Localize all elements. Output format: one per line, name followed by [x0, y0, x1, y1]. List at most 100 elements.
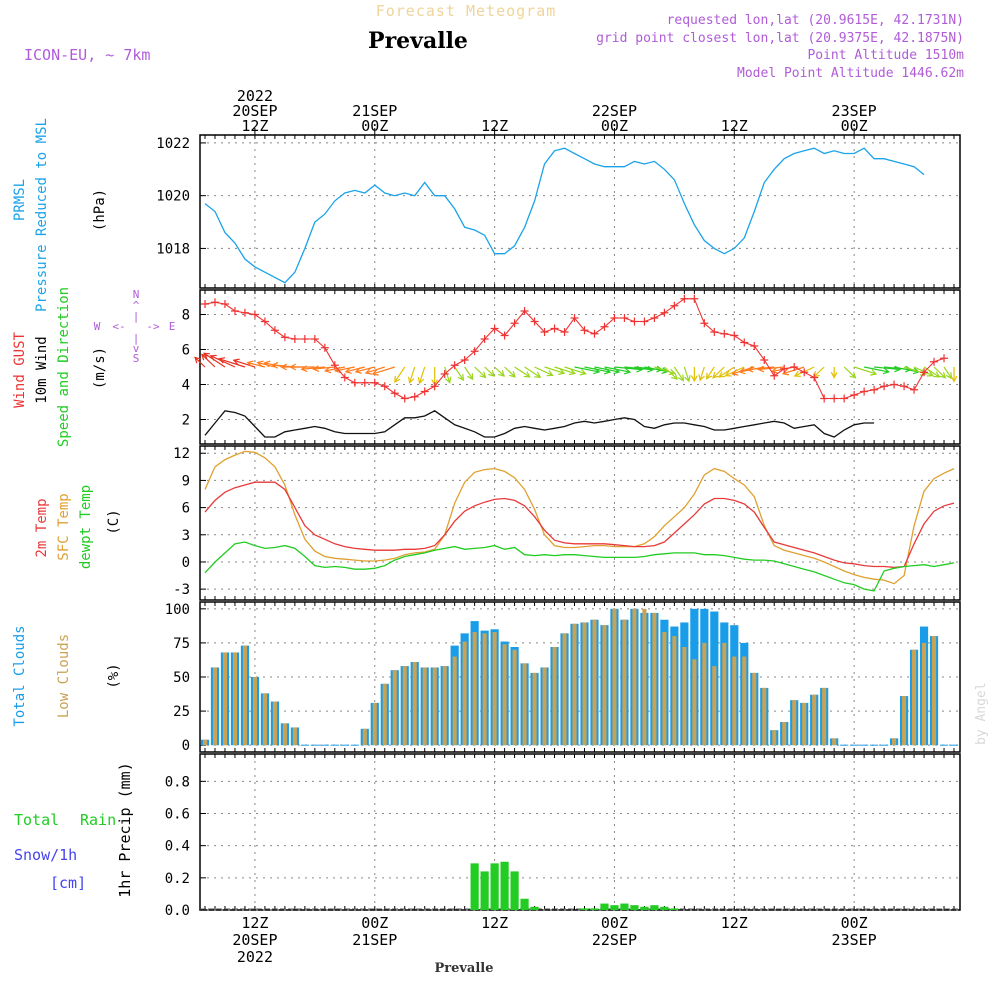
wind-arrow: [574, 366, 600, 373]
wind-gust-line: [204, 298, 945, 400]
wind-arrow-head: [289, 363, 297, 371]
wind-arrow: [444, 366, 451, 383]
wind-arrow-head: [712, 371, 719, 379]
gust-marker: [700, 319, 709, 328]
gust-marker: [660, 308, 669, 317]
gust-marker: [290, 335, 299, 343]
rain-bar: [530, 906, 539, 910]
wind-arrow-head: [523, 371, 531, 378]
rain-bar: [470, 863, 479, 910]
gust-marker: [330, 361, 339, 370]
wind-arrow: [201, 354, 216, 368]
panel-frame-2: [199, 445, 961, 601]
wind-arrow: [524, 366, 541, 378]
gust-marker: [570, 314, 579, 322]
rain-bar: [620, 903, 629, 910]
gust-marker: [420, 387, 429, 396]
wind-arrow-head: [467, 373, 474, 381]
low-cloud-bar: [922, 642, 927, 746]
low-cloud-bar: [522, 663, 527, 746]
low-cloud-bar: [662, 632, 667, 746]
wind-arrow-head: [746, 365, 754, 373]
gust-marker: [200, 300, 209, 308]
wind-arrow: [409, 366, 416, 383]
bottom-time-label: 00Z: [601, 914, 628, 932]
low-cloud-bar: [762, 687, 767, 746]
bottom-time-label: 12Z: [481, 914, 508, 932]
compass-e-arrow: ->: [146, 320, 160, 333]
wind-arrow: [584, 366, 611, 373]
gust-marker: [230, 307, 239, 315]
wind-arrow-head: [194, 356, 201, 364]
wind-arrow: [554, 366, 576, 375]
wind-arrow-head: [945, 372, 953, 380]
total-label: Total: [14, 811, 59, 829]
wind-arrow-head: [488, 370, 496, 377]
rain-bar: [480, 871, 489, 910]
y-tick-label: 75: [173, 636, 190, 652]
low-cloud-bar: [242, 645, 247, 746]
wind-arrow: [706, 366, 715, 380]
wind-arrow: [464, 366, 474, 380]
gust-marker: [690, 294, 699, 303]
wind-arrow-head: [312, 365, 320, 372]
low-cloud-bar: [592, 619, 597, 746]
wind-arrow: [313, 366, 335, 370]
y-tick-label: 0: [182, 738, 190, 754]
gust-marker: [510, 319, 519, 328]
bottom-time-label: 12Z: [721, 914, 748, 932]
wind-arrow: [210, 355, 236, 368]
gust-marker: [260, 317, 269, 326]
gust-marker: [240, 308, 249, 317]
wind-arrow: [758, 366, 785, 371]
bottom-time-label: 12Z: [241, 914, 268, 932]
gust-marker: [530, 317, 539, 326]
y-tick-label: 100: [165, 602, 190, 618]
bottom-time-label: 23SEP: [832, 931, 877, 949]
bottom-time-label: 22SEP: [592, 931, 637, 949]
compass-e: E: [169, 320, 176, 333]
temp-2m-label: 2m Temp: [34, 498, 50, 557]
gust-marker: [220, 300, 229, 308]
y-tick-label: 0.4: [165, 839, 190, 855]
low-cloud-bar: [672, 636, 677, 746]
chart-title: Forecast Meteogram: [376, 2, 557, 20]
wind-arrow-head: [217, 357, 226, 364]
gust-marker: [890, 380, 899, 389]
y-tick-label: 1018: [156, 241, 190, 257]
wind-arrow-head: [939, 371, 947, 379]
top-time-label: 2022: [237, 87, 273, 105]
watermark: by Angel: [974, 682, 989, 745]
gust-marker: [740, 338, 749, 347]
model-label: ICON-EU, ~ 7km: [24, 46, 150, 64]
low-cloud-bar: [892, 738, 897, 746]
wind-arrow-head: [209, 354, 217, 362]
wind-arrow-head: [870, 369, 878, 376]
gust-marker: [270, 326, 279, 335]
wind-arrow-head: [263, 360, 271, 368]
wind-arrow-head: [668, 368, 676, 376]
gust-marker: [680, 294, 689, 303]
gust-marker: [830, 394, 839, 403]
wind-arrow: [564, 366, 586, 375]
gust-marker: [870, 385, 879, 394]
wind-arrow: [673, 366, 684, 381]
total-clouds-label: Total Clouds: [12, 625, 28, 726]
wind-arrow: [504, 366, 516, 378]
dewpoint-label: dewpt Temp: [78, 485, 94, 569]
low-cloud-bar: [832, 738, 837, 746]
gust-marker: [760, 356, 769, 364]
low-cloud-bar: [912, 649, 917, 746]
gust-marker: [640, 317, 649, 326]
wind-arrow-head: [324, 366, 332, 374]
y-tick-label: 1022: [156, 136, 190, 152]
wind-arrow: [604, 366, 631, 373]
gust-marker: [470, 347, 479, 356]
wind-arrow-head: [624, 367, 632, 375]
low-cloud-bar: [432, 667, 437, 746]
gust-marker: [360, 378, 369, 387]
top-time-label: 00Z: [841, 117, 868, 135]
snow-label: Snow/1h: [14, 846, 77, 864]
wind-arrow-head: [568, 368, 577, 376]
